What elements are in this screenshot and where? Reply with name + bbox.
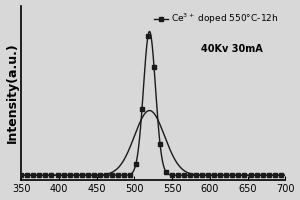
Text: 40Kv 30mA: 40Kv 30mA bbox=[201, 44, 262, 54]
Legend: Ce$^{3+}$ doped 550°C-12h: Ce$^{3+}$ doped 550°C-12h bbox=[152, 10, 281, 28]
Y-axis label: Intensity(a.u.): Intensity(a.u.) bbox=[6, 42, 19, 143]
